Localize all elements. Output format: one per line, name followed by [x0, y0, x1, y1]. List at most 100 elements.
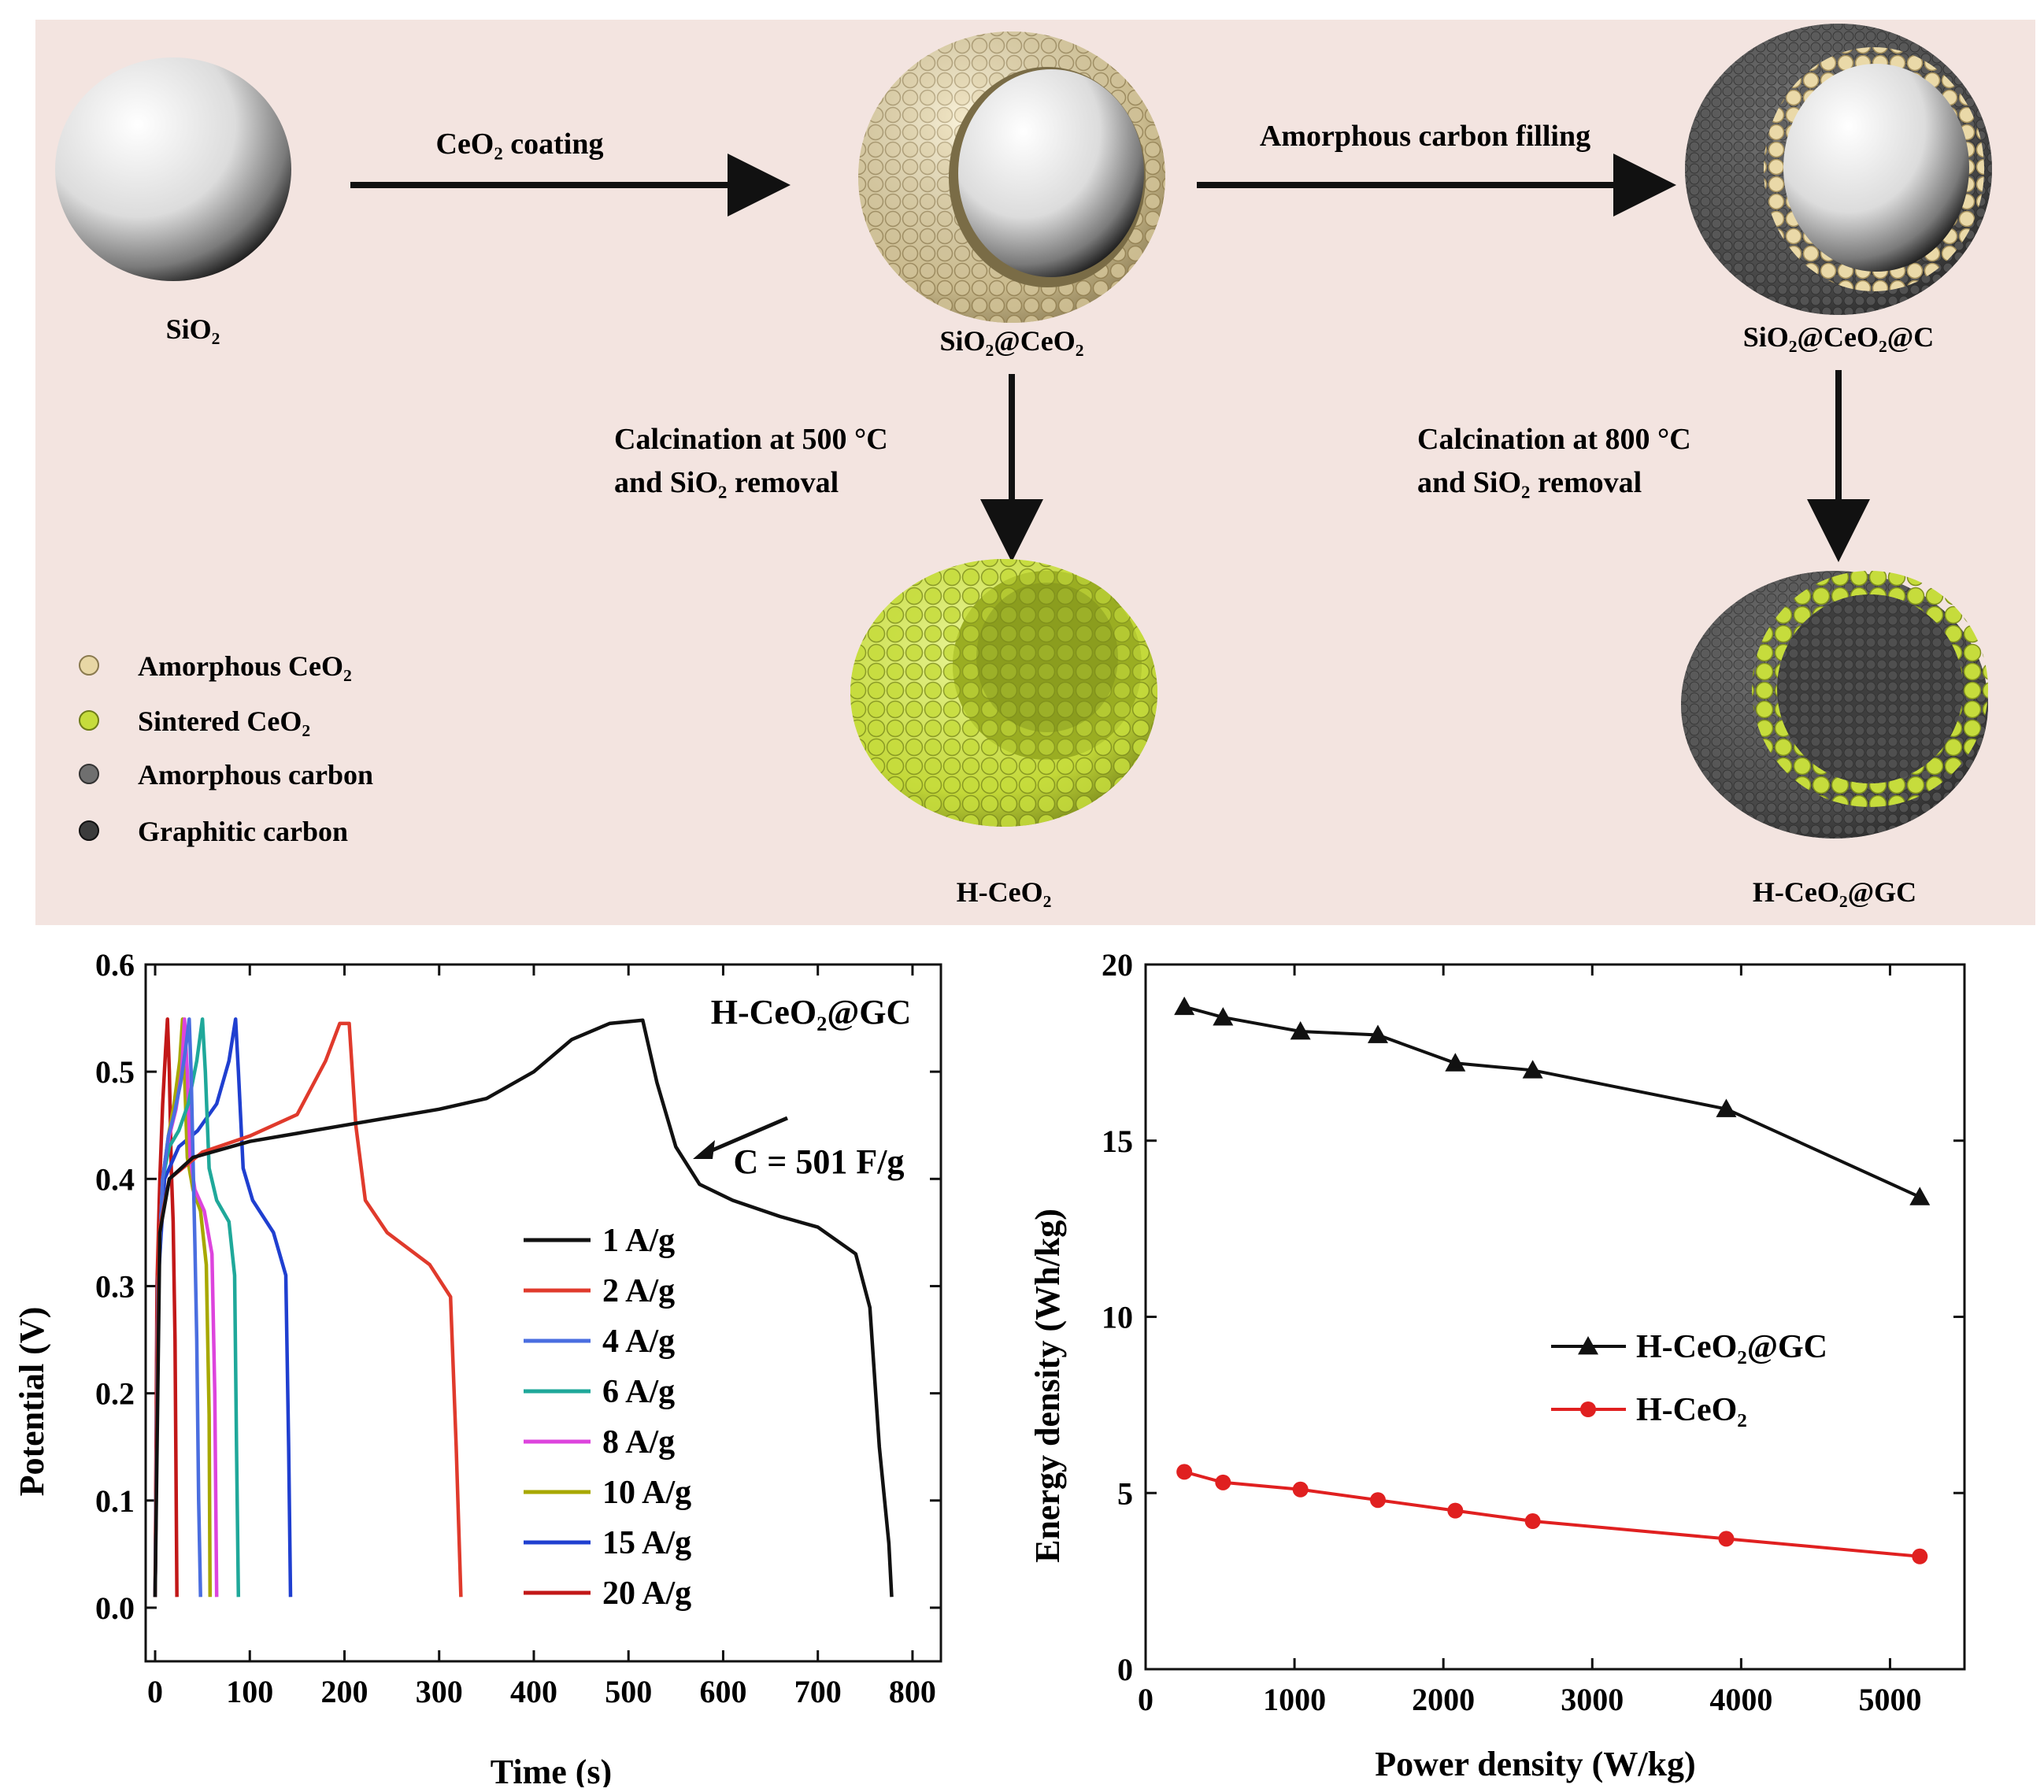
gcd-y-tick-label: 0.0	[95, 1590, 135, 1626]
step-calcination-500-line1: Calcination at 500 °C	[614, 423, 888, 456]
gcd-series-line-15-a-g	[153, 1017, 293, 1598]
ragone-data-point	[1716, 1098, 1737, 1117]
ragone-y-tick-label: 10	[1102, 1300, 1133, 1335]
ragone-legend-label: H-CeO₂	[1636, 1392, 1747, 1428]
gcd-x-tick-label: 700	[794, 1674, 842, 1709]
ragone-legend-marker	[1580, 1401, 1596, 1417]
ragone-x-tick-label: 1000	[1263, 1682, 1326, 1717]
ragone-data-point	[1215, 1474, 1231, 1490]
ragone-data-point	[1176, 1464, 1193, 1480]
ragone-series-line-h-ceo-	[1183, 1470, 1920, 1558]
gcd-y-tick-label: 0.3	[95, 1268, 135, 1304]
gcd-y-tick-label: 0.5	[95, 1054, 135, 1090]
gcd-x-tick-label: 200	[321, 1674, 368, 1709]
gcd-y-tick-label: 0.4	[95, 1161, 135, 1197]
gcd-x-tick-label: 300	[416, 1674, 463, 1709]
sio2-ceo2-c-particle	[1685, 24, 1992, 315]
gcd-x-tick-label: 100	[226, 1674, 273, 1709]
gcd-y-ticks: 0.0 0.1 0.2 0.3 0.4 0.5 0.6	[95, 947, 941, 1626]
gcd-x-tick-label: 600	[699, 1674, 746, 1709]
h-ceo2-particle	[850, 559, 1157, 827]
gcd-series	[153, 1017, 894, 1598]
gcd-x-tick-label: 400	[510, 1674, 557, 1709]
gcd-sample-label: H-CeO₂@GC	[711, 993, 912, 1031]
legend-dot-graphitic-carbon	[79, 820, 99, 841]
ragone-x-tick-label: 0	[1138, 1682, 1153, 1717]
gcd-legend-label: 2 A/g	[602, 1273, 675, 1309]
gcd-legend-label: 4 A/g	[602, 1324, 675, 1360]
ragone-x-tick-label: 4000	[1709, 1682, 1772, 1717]
ragone-series	[1174, 996, 1931, 1564]
ragone-legend-marker	[1578, 1336, 1598, 1355]
gcd-x-axis-label: Time (s)	[491, 1753, 612, 1787]
ragone-y-tick-label: 20	[1102, 947, 1133, 983]
legend-label-amorphous-carbon: Amorphous carbon	[138, 759, 373, 790]
synthesis-schematic: SiO₂ CeO₂ coating SiO₂@CeO₂ Amorphous ca…	[35, 20, 2035, 925]
gcd-annotation-arrowhead	[693, 1140, 715, 1159]
label-sio2-ceo2-c: SiO₂@CeO₂@C	[1743, 321, 1935, 353]
gcd-y-tick-label: 0.1	[95, 1483, 135, 1519]
ragone-data-point	[1367, 1024, 1388, 1043]
gcd-capacitance-annotation: C = 501 F/g	[734, 1142, 905, 1181]
gcd-x-tick-label: 500	[605, 1674, 652, 1709]
label-sio2: SiO₂	[166, 313, 220, 345]
gcd-legend-label: 15 A/g	[602, 1525, 691, 1561]
ragone-data-point	[1174, 996, 1195, 1016]
schematic-legend: Amorphous CeO₂ Sintered CeO₂ Amorphous c…	[79, 650, 373, 847]
ragone-y-ticks: 0 5 10 15 20	[1102, 947, 1964, 1687]
step-ceo2-coating: CeO₂ coating	[436, 128, 604, 161]
gcd-plot-area	[144, 963, 942, 1663]
ragone-data-point	[1290, 1021, 1311, 1040]
label-h-ceo2: H-CeO₂	[957, 876, 1052, 908]
step-carbon-filling: Amorphous carbon filling	[1260, 120, 1590, 153]
gcd-x-ticks: 0 100 200 300 400 500 600 700 800	[147, 964, 936, 1709]
gcd-y-tick-label: 0.6	[95, 947, 135, 983]
ragone-data-point	[1909, 1187, 1931, 1205]
ragone-y-tick-label: 0	[1117, 1652, 1133, 1687]
ragone-legend: H-CeO₂@GC H-CeO₂	[1551, 1329, 1827, 1428]
gcd-series-line-2-a-g	[153, 1021, 463, 1598]
gcd-legend-label: 20 A/g	[602, 1575, 691, 1612]
ragone-x-tick-label: 3000	[1561, 1682, 1624, 1717]
gcd-chart: 0 100 200 300 400 500 600 700 800 0.00.10.20.30.…	[13, 947, 942, 1787]
ragone-data-point	[1292, 1481, 1309, 1498]
ragone-legend-label: H-CeO₂@GC	[1636, 1329, 1827, 1365]
gcd-legend-label: 10 A/g	[602, 1475, 691, 1511]
ragone-data-point	[1718, 1531, 1735, 1547]
gcd-legend-label: 1 A/g	[602, 1223, 675, 1259]
ragone-data-point	[1213, 1007, 1234, 1026]
legend-label-amorphous-ceo2: Amorphous CeO₂	[138, 650, 352, 682]
ragone-x-ticks: 0 1000 2000 3000 4000 5000	[1138, 964, 1921, 1717]
step-calcination-800-line2: and SiO₂ removal	[1417, 466, 1642, 499]
h-ceo2-gc-particle	[1681, 571, 1988, 839]
ragone-x-tick-label: 5000	[1858, 1682, 1921, 1717]
ragone-data-point	[1447, 1502, 1464, 1519]
gcd-series-line-1-a-g	[153, 1018, 894, 1598]
ragone-plot-area	[1144, 963, 1966, 1671]
ragone-x-tick-label: 2000	[1412, 1682, 1475, 1717]
gcd-legend-label: 6 A/g	[602, 1374, 675, 1410]
ragone-data-point	[1522, 1060, 1543, 1079]
ragone-y-tick-label: 5	[1117, 1475, 1133, 1511]
gcd-y-tick-label: 0.2	[95, 1376, 135, 1412]
legend-label-sintered-ceo2: Sintered CeO₂	[138, 705, 310, 737]
step-calcination-500-line2: and SiO₂ removal	[614, 466, 839, 499]
gcd-annotation-arrow	[704, 1116, 788, 1156]
ragone-chart: 0 1000 2000 3000 4000 5000 0 5 10 15 20 Power den…	[1028, 947, 1966, 1783]
gcd-y-axis-label: Potential (V)	[13, 1307, 51, 1497]
gcd-x-tick-label: 0	[147, 1674, 163, 1709]
legend-dot-amorphous-ceo2	[79, 655, 99, 676]
legend-label-graphitic-carbon: Graphitic carbon	[138, 816, 348, 847]
ragone-y-axis-label: Energy density (Wh/kg)	[1028, 1209, 1067, 1563]
legend-dot-sintered-ceo2	[79, 710, 99, 731]
ragone-data-point	[1524, 1513, 1541, 1530]
ragone-x-axis-label: Power density (W/kg)	[1375, 1745, 1695, 1783]
gcd-plot-frame	[144, 963, 942, 1663]
label-h-ceo2-gc: H-CeO₂@GC	[1753, 876, 1916, 908]
ragone-plot-frame	[1144, 963, 1966, 1671]
gcd-legend-label: 8 A/g	[602, 1424, 675, 1461]
legend-dot-amorphous-carbon	[79, 764, 99, 784]
gcd-legend: 1 A/g 2 A/g 4 A/g 6 A/g 8 A/g 10 A/g 15 A/g 20 …	[524, 1223, 691, 1612]
ragone-series-line-h-ceo-gc	[1183, 1005, 1921, 1199]
ragone-data-point	[1369, 1492, 1386, 1509]
